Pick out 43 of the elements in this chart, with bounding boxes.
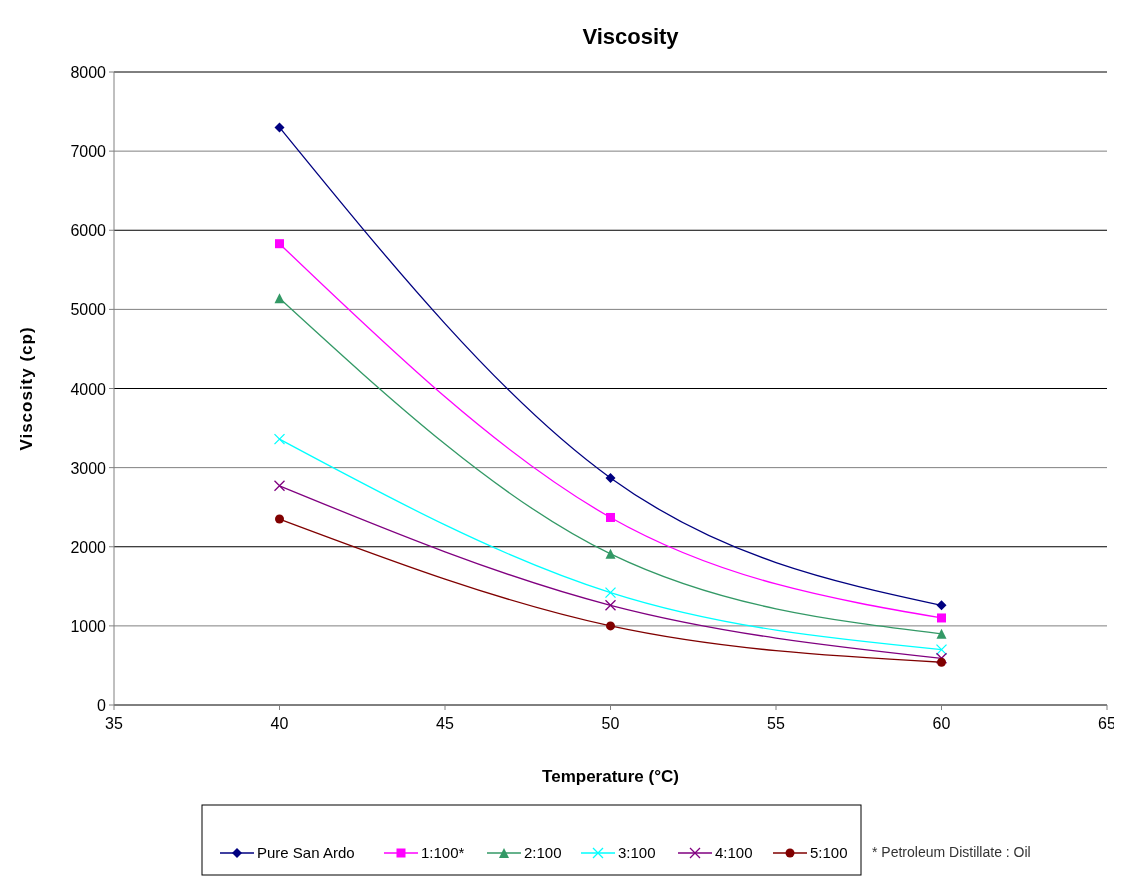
legend-label: 1:100* (421, 844, 465, 861)
chart-title: Viscosity (582, 24, 680, 49)
y-tick-label: 7000 (70, 143, 107, 161)
x-axis-title: Temperature (°C) (542, 767, 679, 786)
x-tick-label: 35 (105, 715, 123, 732)
x-tick-label: 45 (436, 715, 454, 732)
y-tick-label: 0 (97, 697, 107, 714)
legend-label: 4:100 (715, 844, 753, 861)
legend-label: 5:100 (810, 844, 848, 861)
point (606, 621, 615, 631)
x-tick-label: 40 (270, 715, 289, 732)
point (935, 652, 948, 664)
legend-label: Pure San Ardo (257, 844, 355, 861)
point (275, 239, 284, 249)
point (605, 472, 616, 483)
x-tick-label: 55 (767, 715, 785, 732)
point (935, 643, 948, 656)
y-axis-title: Viscosity (cp) (17, 326, 36, 451)
point (937, 613, 946, 623)
point (273, 480, 286, 492)
y-tick-label: 5000 (70, 301, 107, 319)
y-tick-label: 8000 (70, 64, 107, 81)
text: * Petroleum Distillate : Oil (872, 844, 1031, 860)
legend-label: 3:100 (618, 844, 656, 861)
point (604, 599, 617, 611)
legend-label: 2:100 (524, 844, 562, 861)
x-tick-label: 50 (601, 715, 620, 732)
y-tick-label: 4000 (70, 380, 107, 398)
point (274, 122, 285, 133)
point (273, 433, 286, 445)
point (605, 548, 616, 559)
point (606, 512, 615, 522)
y-tick-label: 1000 (70, 617, 107, 635)
point (274, 293, 285, 304)
point (604, 586, 617, 599)
y-tick-label: 2000 (70, 538, 107, 556)
point (275, 514, 284, 524)
x-tick-label: 60 (932, 715, 951, 732)
point (936, 628, 947, 639)
y-tick-label: 6000 (70, 222, 107, 240)
point (937, 657, 946, 667)
point (936, 600, 947, 611)
y-tick-label: 3000 (70, 459, 107, 477)
